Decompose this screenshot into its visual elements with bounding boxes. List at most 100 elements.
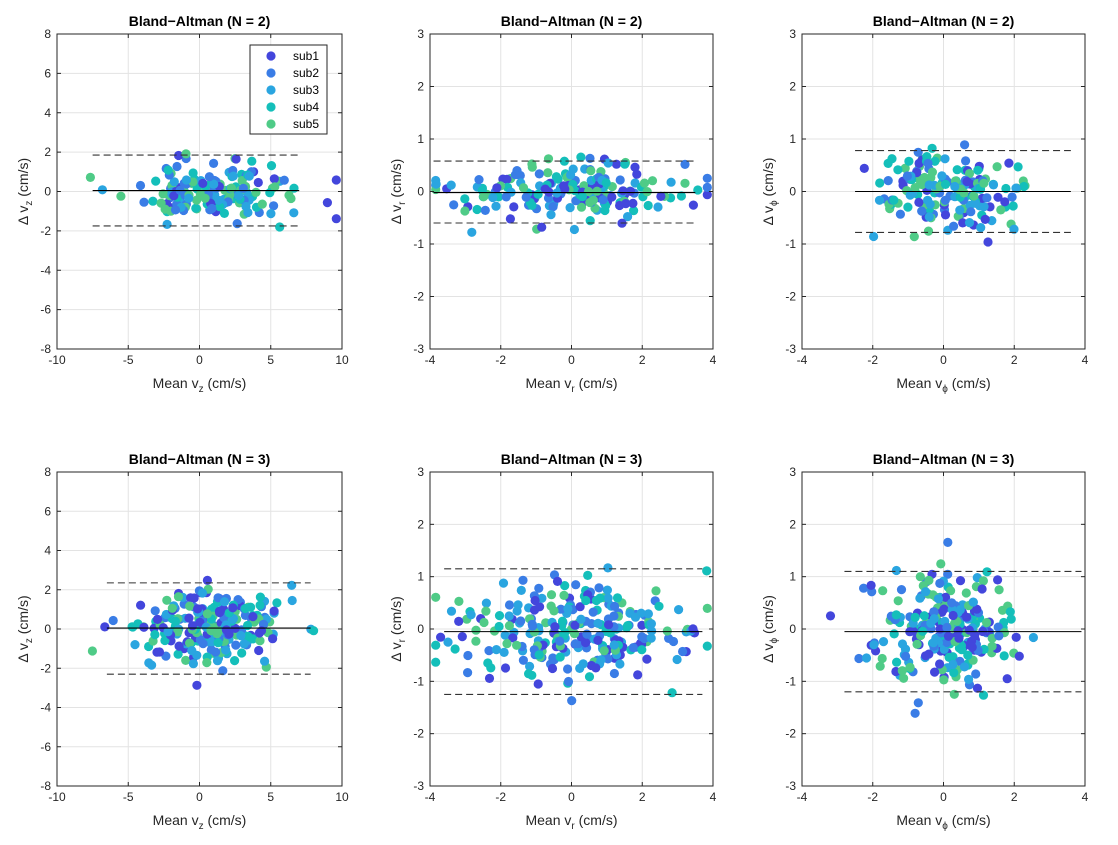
x-tick-label: -4 — [797, 353, 808, 367]
data-point-sub3 — [144, 658, 154, 668]
data-point-sub4 — [891, 610, 901, 620]
y-tick-label: 2 — [789, 517, 796, 531]
data-point-sub1 — [625, 186, 636, 196]
data-point-sub3 — [491, 201, 501, 211]
data-point-sub1 — [508, 633, 518, 643]
data-point-sub4 — [620, 159, 630, 169]
data-point-sub2 — [516, 616, 526, 626]
data-point-sub1 — [505, 214, 515, 224]
data-point-sub1 — [254, 645, 264, 656]
data-point-sub2 — [942, 622, 952, 633]
data-point-sub5 — [878, 586, 888, 596]
data-point-sub4 — [255, 600, 265, 610]
data-point-sub2 — [603, 654, 613, 664]
data-point-sub4 — [219, 208, 229, 218]
data-point-sub3 — [169, 177, 179, 187]
data-point-sub3 — [964, 218, 975, 228]
x-tick-label: 2 — [639, 790, 646, 804]
data-point-sub3 — [653, 202, 663, 212]
data-point-sub1 — [967, 642, 977, 652]
data-point-sub2 — [518, 575, 528, 585]
data-point-sub1 — [943, 631, 954, 641]
data-point-sub2 — [484, 646, 494, 656]
data-point-sub4 — [559, 156, 570, 166]
data-point-sub5 — [504, 621, 514, 631]
data-point-sub3 — [861, 653, 872, 663]
x-tick-label: 5 — [267, 353, 274, 367]
data-point-sub3 — [500, 630, 510, 640]
data-point-sub3 — [968, 597, 978, 607]
data-point-sub3 — [575, 663, 585, 674]
data-point-sub1 — [702, 190, 712, 200]
data-point-sub2 — [598, 195, 608, 205]
data-point-sub3 — [525, 661, 535, 672]
data-point-sub1 — [254, 628, 264, 638]
x-tick-label: 0 — [196, 353, 203, 367]
data-point-sub1 — [656, 191, 666, 201]
data-point-sub5 — [899, 673, 909, 683]
x-axis-label: Mean vϕ (cm/s) — [896, 375, 990, 395]
data-point-sub4 — [1019, 181, 1029, 192]
x-axis-label: Mean vr (cm/s) — [525, 812, 617, 832]
data-point-sub5 — [978, 576, 989, 586]
x-tick-label: -10 — [48, 790, 66, 804]
data-point-sub3 — [546, 210, 556, 220]
data-point-sub4 — [892, 657, 902, 667]
data-point-sub2 — [108, 615, 118, 626]
data-point-sub2 — [943, 537, 953, 548]
data-point-sub4 — [601, 178, 611, 188]
y-tick-label: 2 — [789, 80, 796, 94]
data-point-sub1 — [1014, 651, 1024, 661]
data-point-sub3 — [646, 633, 656, 643]
data-point-sub5 — [927, 167, 938, 177]
x-tick-label: 5 — [267, 790, 274, 804]
x-tick-label: 0 — [940, 353, 947, 367]
data-point-sub3 — [623, 212, 633, 222]
data-point-sub1 — [630, 162, 640, 172]
data-point-sub2 — [269, 201, 279, 211]
data-point-sub1 — [953, 626, 963, 636]
data-point-sub4 — [637, 645, 647, 655]
data-point-sub3 — [569, 224, 580, 235]
x-tick-label: 4 — [1082, 353, 1089, 367]
data-point-sub5 — [979, 178, 989, 188]
data-point-sub2 — [556, 604, 566, 614]
data-point-sub3 — [181, 175, 191, 185]
data-point-sub4 — [240, 603, 250, 614]
data-point-sub3 — [1009, 224, 1019, 234]
data-point-sub1 — [509, 202, 519, 212]
data-point-sub2 — [896, 585, 907, 595]
data-point-sub2 — [637, 632, 647, 642]
data-point-sub5 — [936, 559, 946, 569]
data-point-sub2 — [993, 622, 1003, 632]
data-point-sub3 — [97, 185, 107, 195]
data-point-sub1 — [604, 620, 614, 630]
data-point-sub3 — [443, 637, 453, 647]
data-point-sub3 — [666, 177, 676, 187]
data-point-sub2 — [279, 175, 289, 185]
data-point-sub3 — [950, 181, 960, 192]
data-point-sub4 — [553, 174, 563, 184]
legend-marker-sub2 — [266, 68, 276, 78]
data-point-sub3 — [646, 619, 657, 629]
data-point-sub4 — [560, 581, 570, 591]
data-point-sub2 — [548, 202, 558, 212]
data-point-sub5 — [946, 586, 956, 596]
scatter-points — [431, 152, 712, 237]
data-point-sub3 — [647, 626, 657, 636]
data-point-sub2 — [232, 219, 242, 229]
data-point-sub2 — [913, 698, 923, 708]
data-point-sub1 — [980, 214, 990, 224]
data-point-sub5 — [226, 183, 236, 193]
data-point-sub5 — [912, 639, 922, 649]
data-point-sub5 — [961, 588, 971, 598]
data-point-sub1 — [152, 614, 163, 625]
data-point-sub3 — [643, 609, 654, 619]
data-point-sub3 — [184, 193, 194, 203]
data-point-sub5 — [431, 592, 441, 602]
legend-label-sub4: sub4 — [293, 100, 319, 114]
data-point-sub4 — [676, 191, 687, 201]
data-point-sub4 — [973, 165, 983, 175]
data-point-sub3 — [964, 674, 974, 685]
